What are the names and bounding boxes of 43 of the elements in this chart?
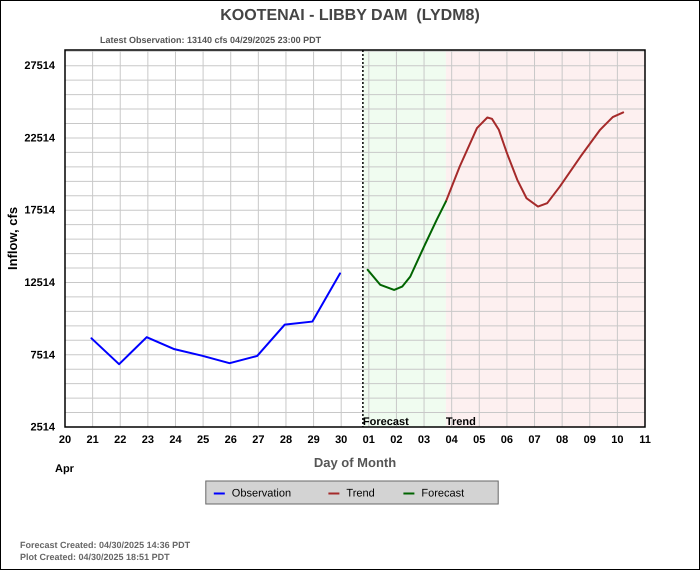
- x-tick-label: 23: [142, 434, 154, 446]
- x-tick-label: 26: [224, 434, 237, 446]
- x-tick-label: 28: [280, 434, 292, 446]
- text: Apr: [55, 463, 75, 475]
- x-tick-label: 21: [86, 434, 99, 446]
- line-series: [366, 200, 447, 291]
- x-tick-label: 20: [58, 434, 72, 446]
- x-tick-label: 11: [639, 434, 651, 446]
- x-tick-label: 04: [446, 434, 459, 446]
- x-tick-label: 05: [473, 434, 486, 446]
- x-tick-label: 29: [307, 434, 320, 446]
- y-tick-label: 17514: [24, 204, 56, 217]
- chart-title: KOOTENAI - LIBBY DAM (LYDM8): [220, 7, 480, 24]
- x-tick-label: 24: [169, 434, 182, 446]
- x-tick-label: 02: [390, 434, 403, 446]
- chart-subtitle: Latest Observation: 13140 cfs 04/29/2025 23:00 PDT: [100, 35, 322, 45]
- y-tick-label: 2514: [30, 422, 56, 434]
- legend-label: Forecast: [421, 488, 464, 500]
- x-tick-label: 27: [252, 434, 264, 446]
- legend-label: Observation: [232, 488, 292, 500]
- y-tick-label: 12514: [24, 277, 56, 289]
- x-tick-label: 22: [114, 434, 126, 446]
- y-tick-label: 27514: [24, 60, 56, 72]
- y-tick-label: 7514: [30, 349, 56, 362]
- line-series: [444, 111, 624, 208]
- line-series: [90, 272, 342, 366]
- x-axis-title: Day of Month: [314, 455, 396, 470]
- y-axis-title: Inflow, cfs: [5, 206, 20, 270]
- y-tick-label: 22514: [24, 132, 56, 144]
- text: Forecast Created: 04/30/2025 14:36 PDT: [20, 540, 191, 550]
- x-tick-label: 03: [418, 434, 430, 446]
- x-tick-label: 25: [196, 434, 210, 446]
- x-tick-label: 01: [362, 434, 375, 446]
- band-label: Trend: [446, 416, 476, 428]
- x-tick-label: 08: [556, 434, 568, 446]
- x-tick-label: 10: [611, 434, 624, 446]
- text: Plot Created: 04/30/2025 18:51 PDT: [20, 552, 170, 562]
- legend-label: Trend: [346, 488, 375, 500]
- x-tick-label: 30: [335, 434, 348, 446]
- x-tick-label: 07: [528, 434, 541, 446]
- band-label: Forecast: [362, 416, 410, 428]
- x-tick-label: 09: [584, 434, 596, 446]
- x-tick-label: 06: [500, 434, 514, 446]
